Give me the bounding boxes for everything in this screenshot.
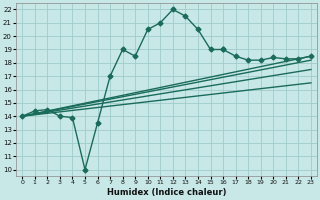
- X-axis label: Humidex (Indice chaleur): Humidex (Indice chaleur): [107, 188, 226, 197]
